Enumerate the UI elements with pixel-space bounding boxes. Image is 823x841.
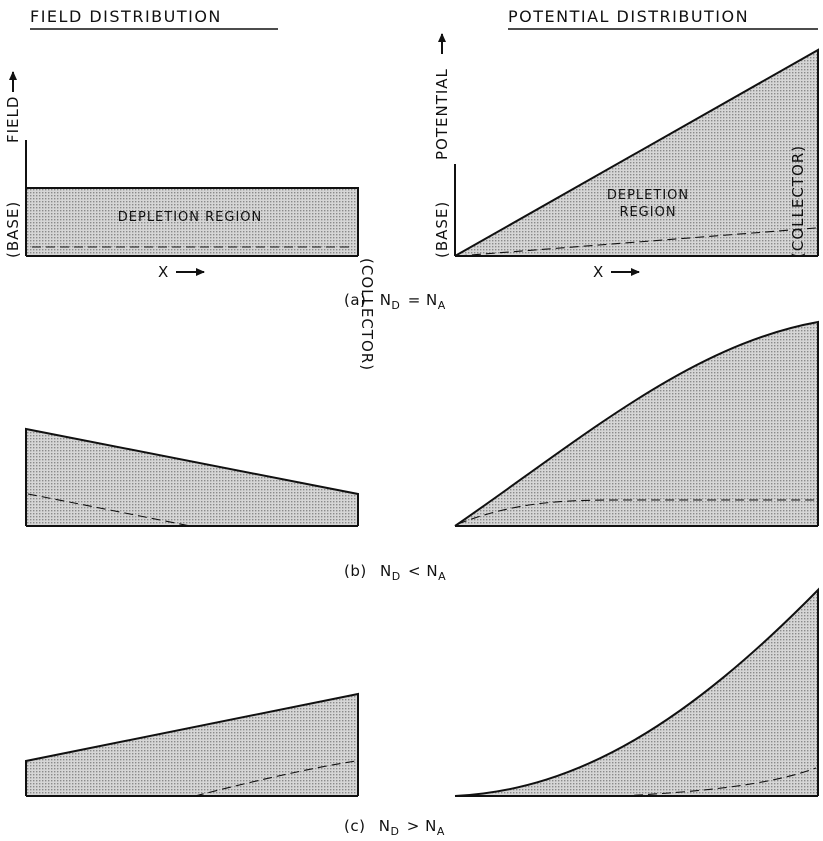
field-curve-b (25, 427, 359, 526)
field-plot-c (25, 692, 359, 797)
field-axis-label: FIELD (4, 96, 22, 143)
potential-curve-b (454, 320, 819, 527)
potential-curve-c (454, 587, 819, 797)
field-curve-c (25, 692, 359, 796)
field-area-a (26, 188, 358, 256)
potential-dashed-curve-c (619, 767, 817, 797)
potential-plot-b (454, 320, 819, 527)
caption-c: (c) ND > NA (344, 817, 445, 839)
depletion-region-label-potential-line2: REGION (619, 205, 676, 220)
field-dashed-curve-c (194, 760, 357, 797)
field-plot-b (25, 427, 359, 527)
field-dashed-curve-b (27, 493, 191, 527)
field-area-c (26, 694, 358, 796)
base-label-field: (BASE) (4, 201, 22, 258)
field-plot-a: FIELD (BASE) (COLLECTOR) DEPLETION REGIO… (4, 71, 376, 371)
potential-plot-c (454, 587, 819, 797)
potential-area-b (455, 322, 818, 526)
collector-label-potential: (COLLECTOR) (789, 145, 807, 258)
field-x-axis-label: X (158, 263, 169, 281)
heading-field-distribution: FIELD DISTRIBUTION (30, 7, 222, 26)
heading-potential-distribution: POTENTIAL DISTRIBUTION (508, 7, 749, 26)
collector-label-field: (COLLECTOR) (358, 258, 376, 371)
potential-curve-a (454, 48, 819, 257)
potential-plot-a: POTENTIAL (BASE) (COLLECTOR) DEPLETION R… (433, 33, 819, 281)
field-area-b (26, 429, 358, 526)
field-curve-a (25, 187, 359, 256)
depletion-region-label-potential-line1: DEPLETION (607, 188, 689, 203)
potential-axis-label: POTENTIAL (433, 68, 451, 160)
caption-b: (b) ND < NA (344, 562, 446, 584)
potential-dashed-curve-a (457, 227, 817, 257)
depletion-region-label-field: DEPLETION REGION (118, 210, 263, 225)
base-label-potential: (BASE) (433, 201, 451, 258)
potential-x-axis-label: X (593, 263, 604, 281)
caption-a: (a) ND = NA (344, 291, 446, 313)
potential-area-c (455, 590, 818, 796)
